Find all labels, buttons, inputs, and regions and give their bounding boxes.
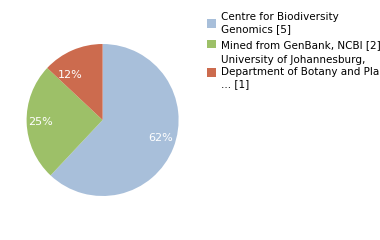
Wedge shape [51,44,179,196]
Wedge shape [27,68,103,175]
Text: 12%: 12% [58,70,83,80]
Legend: Centre for Biodiversity
Genomics [5], Mined from GenBank, NCBI [2], University o: Centre for Biodiversity Genomics [5], Mi… [207,12,380,89]
Text: 62%: 62% [149,133,173,143]
Wedge shape [47,44,103,120]
Text: 25%: 25% [28,117,53,126]
